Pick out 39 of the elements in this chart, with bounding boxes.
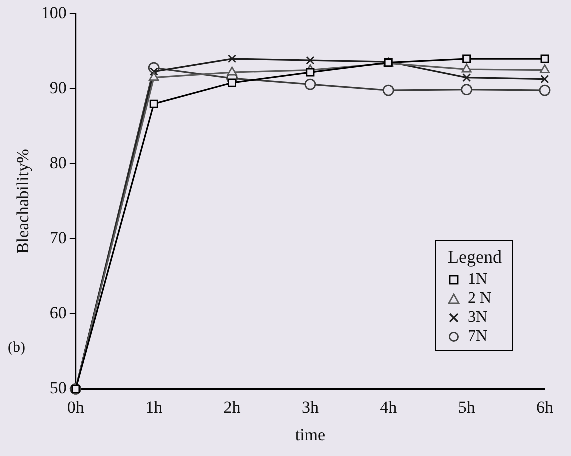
point	[539, 84, 551, 96]
legend-label: 3N	[468, 308, 488, 327]
point	[462, 54, 472, 64]
x-tick-label: 6h	[536, 398, 554, 417]
point	[227, 66, 238, 76]
point	[540, 54, 550, 64]
x-axis-title: time	[295, 425, 326, 444]
x-tick-label: 5h	[458, 398, 476, 417]
x-tick-label: 4h	[380, 398, 398, 417]
point	[540, 64, 550, 74]
point	[540, 75, 550, 84]
legend-label: 1N	[468, 270, 488, 289]
point	[461, 84, 473, 96]
y-tick-label: 80	[50, 154, 67, 173]
y-tick-label: 70	[50, 228, 67, 248]
point	[462, 64, 472, 73]
point	[306, 56, 315, 65]
x-tick-label: 2h	[224, 398, 242, 417]
point	[462, 74, 472, 82]
x-tick-label: 1h	[146, 398, 164, 417]
y-tick-label: 100	[41, 3, 67, 22]
point	[149, 72, 160, 81]
legend-title: Legend	[448, 247, 502, 268]
x-tick-label: 0h	[67, 398, 85, 417]
point	[304, 78, 316, 90]
point	[150, 100, 158, 108]
point	[150, 68, 158, 76]
text: (b)	[8, 340, 26, 357]
y-tick-label: 60	[50, 304, 67, 323]
point	[228, 78, 236, 88]
legend-label: 7N	[468, 327, 488, 346]
point	[382, 84, 394, 96]
y-axis-title: Bleachability%	[14, 149, 33, 254]
point	[228, 54, 236, 64]
y-tick-label: 90	[50, 78, 67, 98]
y-tick-label: 50	[50, 378, 67, 398]
point	[306, 68, 315, 77]
legend-label: 2 N	[468, 289, 492, 308]
x-tick-label: 3h	[302, 398, 320, 417]
